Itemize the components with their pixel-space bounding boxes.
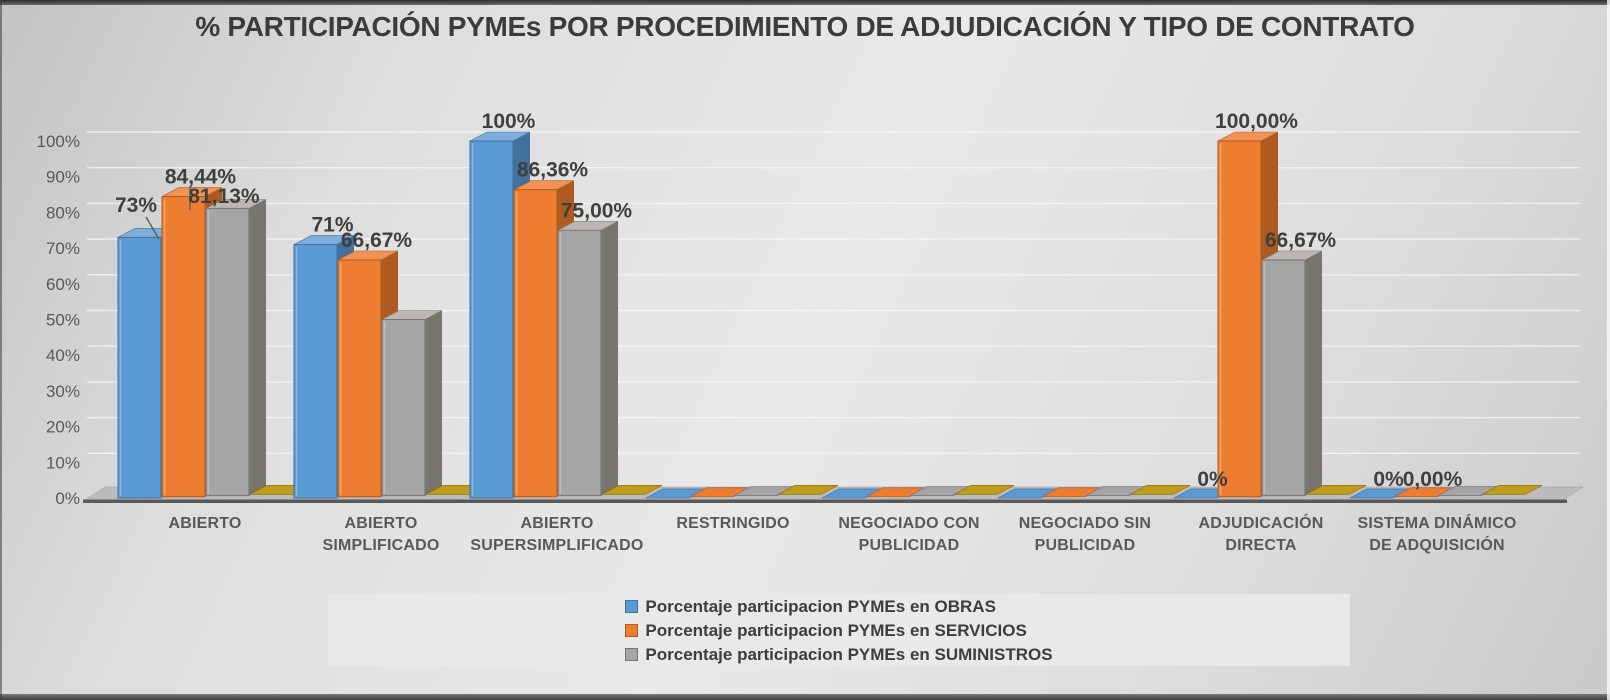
bar-side-s2-c0 <box>249 199 266 496</box>
data-label-s1-c2: 86,36% <box>517 159 589 182</box>
category-label-c7: SISTEMA DINÁMICO <box>1357 513 1516 532</box>
data-label-s0-c2: 100% <box>482 110 536 133</box>
bar-side-s2-c6 <box>1305 250 1322 496</box>
label-leader-line <box>145 216 160 240</box>
chart-legend: Porcentaje participacion PYMEs en OBRAS P… <box>328 594 1350 666</box>
floor-tile-extra <box>1305 485 1367 495</box>
bar-side-s2-c2 <box>601 221 618 496</box>
bar-s0-c1 <box>293 244 338 499</box>
category-label-c6: DIRECTA <box>1225 537 1297 554</box>
category-label-c5: PUBLICIDAD <box>1035 537 1136 554</box>
legend-color-swatch-icon <box>625 623 639 637</box>
floor-tile-extra <box>777 485 839 495</box>
data-label-s0-c0: 73% <box>115 194 157 217</box>
slide-bottom-border <box>0 694 1610 700</box>
slide-left-border <box>0 0 2 700</box>
bar-s2-c2 <box>557 229 602 497</box>
bar-s2-c6 <box>1261 259 1306 497</box>
category-label-c2: ABIERTO <box>520 515 593 532</box>
x-axis-line <box>83 499 1567 503</box>
bar-s0-c0 <box>117 236 162 499</box>
legend-rows: Porcentaje participacion PYMEs en OBRAS P… <box>625 595 1053 666</box>
y-axis-tick: 70% <box>46 239 80 258</box>
data-label-s0-c7: 0% <box>1373 468 1404 491</box>
data-label-s2-c6: 66,67% <box>1265 229 1337 252</box>
y-axis-tick: 50% <box>46 311 80 330</box>
category-label-c4: PUBLICIDAD <box>859 537 960 554</box>
legend-entry: Porcentaje participacion PYMEs en SUMINI… <box>625 643 1053 666</box>
slide-right-border <box>1607 0 1610 700</box>
y-axis-tick: 10% <box>46 453 80 472</box>
floor-tile-extra <box>1481 485 1543 495</box>
category-label-c7: DE ADQUISICIÓN <box>1369 535 1505 554</box>
y-axis-tick: 20% <box>46 418 80 437</box>
data-label-s2-c0: 81,13% <box>188 185 260 208</box>
legend-color-swatch-icon <box>625 599 639 613</box>
chart-title: % PARTICIPACIÓN PYMEs POR PROCEDIMIENTO … <box>195 11 1415 42</box>
data-label-s1-c6: 100,00% <box>1215 110 1298 133</box>
bar-s1-c0 <box>161 196 206 498</box>
bar-s1-c6 <box>1217 140 1262 498</box>
y-axis-tick: 40% <box>46 346 80 365</box>
y-axis-tick: 80% <box>46 203 80 222</box>
floor-tile-extra <box>953 485 1015 495</box>
bar-s0-c2 <box>469 140 514 499</box>
category-label-c6: ADJUDICACIÓN <box>1198 513 1323 532</box>
data-label-s2-c2: 75,00% <box>561 199 633 222</box>
floor-tile-extra <box>601 485 663 495</box>
legend-entry: Porcentaje participacion PYMEs en SERVIC… <box>625 619 1052 642</box>
category-label-c1: SIMPLIFICADO <box>322 537 439 554</box>
y-axis-tick: 30% <box>46 382 80 401</box>
bar-s1-c1 <box>337 259 382 498</box>
y-axis-tick: 90% <box>46 168 80 187</box>
category-label-c5: NEGOCIADO SIN <box>1019 515 1151 532</box>
bar-s2-c0 <box>205 207 250 497</box>
legend-entry: Porcentaje participacion PYMEs en OBRAS <box>625 595 1052 618</box>
y-axis-tick: 60% <box>46 275 80 294</box>
bar-side-s2-c1 <box>425 310 442 496</box>
slide-top-border <box>0 0 1610 5</box>
data-label-s1-c0: 84,44% <box>165 166 237 189</box>
legend-label: Porcentaje participacion PYMEs en SUMINI… <box>645 644 1053 664</box>
legend-label: Porcentaje participacion PYMEs en SERVIC… <box>645 620 1027 640</box>
category-label-c2: SUPERSIMPLIFICADO <box>470 537 643 554</box>
category-label-c1: ABIERTO <box>344 515 417 532</box>
category-label-c0: ABIERTO <box>168 515 241 532</box>
y-axis-tick: 100% <box>37 132 80 151</box>
floor-tile-extra <box>1129 485 1191 495</box>
bar-s1-c2 <box>513 189 558 498</box>
data-label-s1-c1: 66,67% <box>341 229 413 252</box>
bar-s2-c1 <box>381 319 426 497</box>
category-label-c4: NEGOCIADO CON <box>838 515 979 532</box>
legend-label: Porcentaje participacion PYMEs en OBRAS <box>645 596 996 616</box>
category-label-c3: RESTRINGIDO <box>676 515 789 532</box>
legend-color-swatch-icon <box>625 647 639 661</box>
y-axis-tick: 0% <box>55 489 80 508</box>
data-label-s1-c7: 0,00% <box>1403 468 1463 491</box>
data-label-s0-c6: 0% <box>1197 468 1228 491</box>
data-label-s0-c1: 71% <box>311 214 353 237</box>
